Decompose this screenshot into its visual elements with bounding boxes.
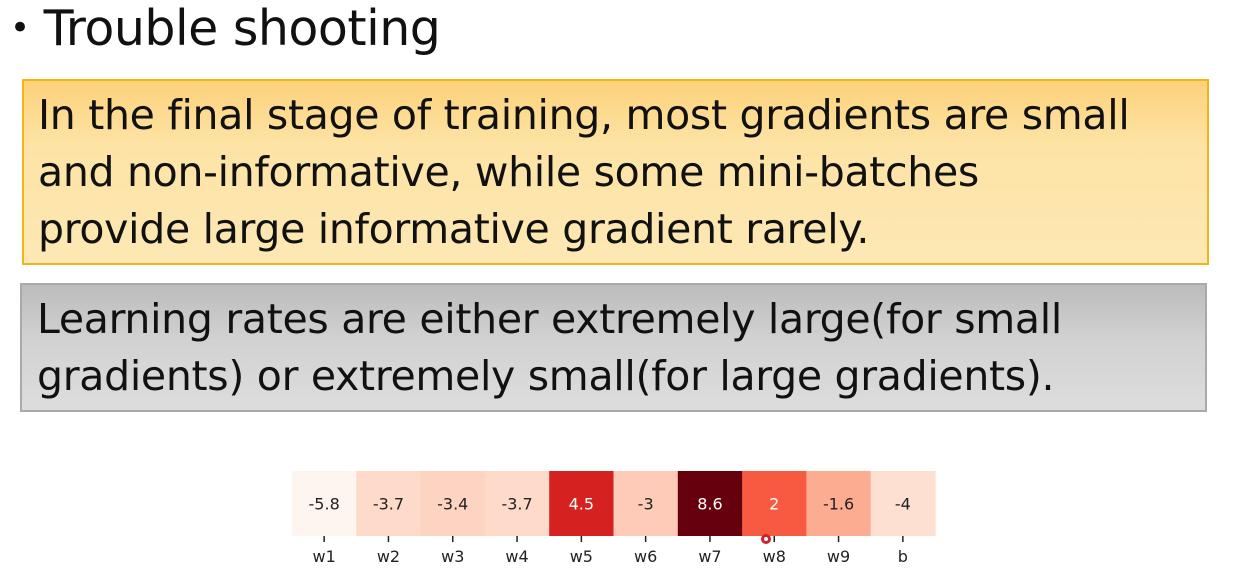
- x-axis-tick-label: w2: [377, 547, 400, 566]
- yellow-box-line-2: and non-informative, while some mini-bat…: [38, 148, 979, 196]
- x-axis-tick-label: w1: [313, 547, 336, 566]
- highlight-box-yellow: In the final stage of training, most gra…: [22, 79, 1209, 265]
- heatmap-cell-w6: [613, 471, 679, 536]
- yellow-box-line-1: In the final stage of training, most gra…: [38, 91, 1130, 139]
- x-axis-tick-label: w5: [570, 547, 593, 566]
- heatmap-cell-w3: [420, 471, 486, 536]
- slide-title-text: Trouble shooting: [43, 0, 441, 57]
- yellow-box-line-3: provide large informative gradient rarel…: [38, 205, 870, 253]
- heatmap-cell-w5: [549, 471, 615, 536]
- x-axis-tick-label: w7: [698, 547, 721, 566]
- heatmap-cell-w8: [742, 471, 807, 536]
- slide-title: • Trouble shooting: [10, 0, 441, 57]
- heatmap-value-label: -1.6: [823, 495, 854, 514]
- x-axis-tick-label: b: [898, 547, 908, 566]
- heatmap-value-label: -3.7: [373, 495, 404, 514]
- x-axis-tick-label: w8: [763, 547, 786, 566]
- heatmap-cell-b: [870, 471, 936, 536]
- heatmap-value-label: 4.5: [569, 495, 594, 514]
- gray-box-line-1: Learning rates are either extremely larg…: [37, 295, 1062, 343]
- gray-box-line-2: gradients) or extremely small(for large …: [37, 352, 1055, 400]
- heatmap-value-label: -3.4: [437, 495, 468, 514]
- heatmap-cell-w2: [356, 471, 422, 536]
- highlight-box-gray: Learning rates are either extremely larg…: [20, 283, 1207, 412]
- heatmap-value-label: -3: [638, 495, 654, 514]
- heatmap-value-label: 8.6: [697, 495, 722, 514]
- heatmap-cell-w4: [484, 471, 550, 536]
- heatmap-cell-w9: [806, 471, 872, 536]
- heatmap-value-label: -3.7: [501, 495, 532, 514]
- pointer-cursor-icon: [761, 534, 771, 544]
- heatmap-cell-w1: [292, 471, 357, 536]
- heatmap-value-label: 2: [769, 495, 779, 514]
- heatmap-value-label: -4: [895, 495, 911, 514]
- bullet-point: •: [10, 8, 30, 48]
- x-axis-tick-label: w4: [505, 547, 528, 566]
- x-axis-tick-label: w9: [827, 547, 850, 566]
- heatmap-cell-w7: [677, 471, 743, 536]
- heatmap-value-label: -5.8: [309, 495, 340, 514]
- x-axis-tick-label: w6: [634, 547, 657, 566]
- x-axis-tick-label: w3: [441, 547, 464, 566]
